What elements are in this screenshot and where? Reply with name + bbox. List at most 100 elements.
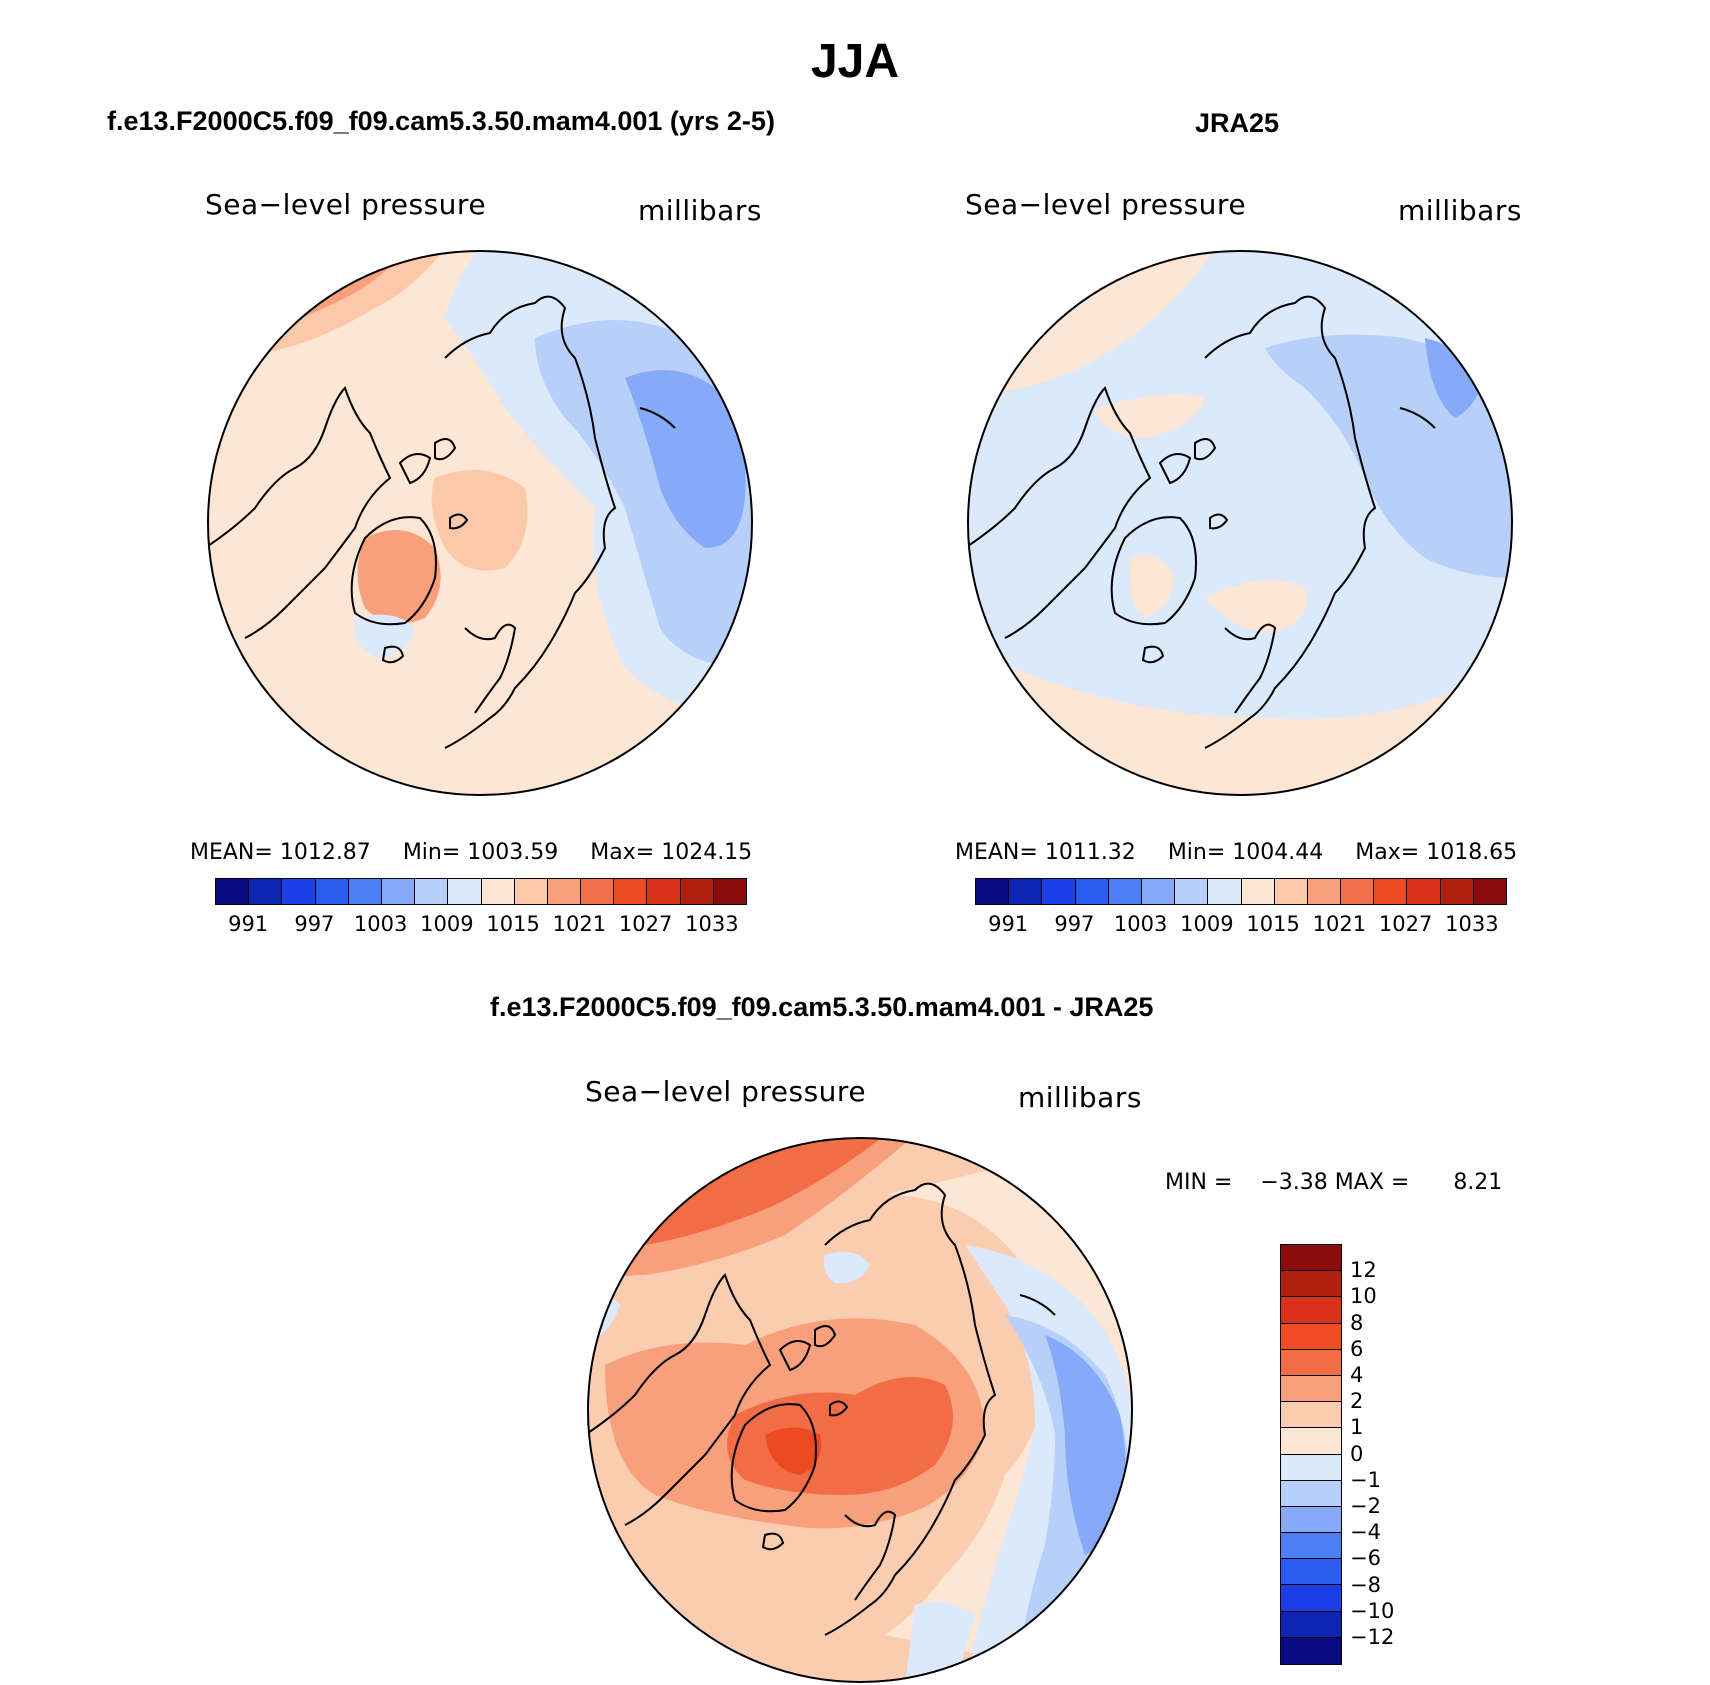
panel1-colorbar-swatch	[348, 879, 382, 904]
panel3-colorbar-swatch	[1281, 1323, 1341, 1350]
panel1-colorbar-swatch	[713, 879, 746, 904]
panel3-colorbar-tick-label: 0	[1350, 1441, 1364, 1466]
panel1-colorbar-tick-label: 1021	[552, 912, 607, 936]
panel1-colorbar-tick-label: 1015	[486, 912, 540, 936]
panel1-units-label: millibars	[638, 194, 762, 227]
panel1-coast-islands	[381, 438, 469, 664]
panel1-colorbar	[215, 878, 747, 905]
panel1-fill-atlantic-low	[354, 614, 415, 658]
panel3-polar-map	[587, 1137, 1133, 1683]
panel1-colorbar-swatch	[216, 879, 250, 904]
panel3-colorbar-tick-label: 8	[1350, 1310, 1364, 1335]
panel2-colorbar-tick-label: 1003	[1113, 912, 1168, 936]
panel1-min-label: Min=	[402, 840, 461, 865]
panel3-variable-label: Sea−level pressure	[585, 1075, 867, 1108]
panel2-colorbar-swatch	[1307, 879, 1342, 904]
panel3-colorbar-tick-label: −2	[1350, 1494, 1381, 1518]
panel2-min-label: Min=	[1167, 840, 1226, 865]
panel3-colorbar-tick-label: −6	[1350, 1546, 1381, 1571]
panel2-colorbar-tick-label: 1033	[1445, 912, 1499, 936]
panel3-colorbar-swatch	[1281, 1533, 1341, 1560]
panel1-colorbar-tick-label: 1033	[685, 912, 739, 936]
panel2-colorbar-swatch	[1108, 879, 1142, 904]
panel3-colorbar-tick-label: 10	[1350, 1284, 1377, 1309]
panel3-colorbar-swatch	[1281, 1428, 1341, 1455]
panel2-colorbar-swatch	[1075, 879, 1109, 904]
panel1-coast-asia	[444, 295, 617, 749]
panel1-colorbar-swatch	[547, 879, 582, 904]
panel2-colorbar-tick-label: 1027	[1378, 912, 1433, 936]
panel2-variable-label: Sea−level pressure	[965, 188, 1247, 221]
panel2-polar-map	[967, 250, 1513, 796]
panel2-colorbar-tick-label: 997	[1054, 912, 1095, 936]
panel1-coast-sakhalin	[639, 407, 676, 429]
panel3-colorbar-swatch	[1281, 1559, 1341, 1586]
panel3-coast-america	[588, 1273, 772, 1526]
panel3-units-label: millibars	[1018, 1081, 1142, 1114]
panel3-colorbar-tick-label: −8	[1350, 1572, 1381, 1597]
panel1-title: f.e13.F2000C5.f09_f09.cam5.3.50.mam4.001…	[107, 106, 775, 136]
panel3-colorbar-swatch	[1281, 1506, 1341, 1534]
panel3-colorbar-swatch	[1281, 1637, 1341, 1664]
panel2-colorbar-swatch	[1042, 879, 1076, 904]
panel3-colorbar-swatch	[1281, 1375, 1341, 1403]
panel1-fill-arctic-high	[431, 470, 528, 571]
panel1-colorbar-swatch	[514, 879, 548, 904]
panel3-colorbar-swatch	[1281, 1245, 1341, 1272]
panel1-colorbar-tick-label: 997	[294, 912, 335, 936]
panel2-colorbar-swatch	[1009, 879, 1043, 904]
panel2-stats: MEAN= 1011.32 Min= 1004.44 Max= 1018.65	[955, 840, 1517, 865]
panel1-colorbar-swatch	[249, 879, 283, 904]
panel2-units-label: millibars	[1398, 194, 1522, 227]
panel1-mean-value: 1012.87	[279, 840, 371, 865]
panel1-colorbar-swatch	[647, 879, 681, 904]
panel3-min-value: −3.38	[1260, 1170, 1328, 1195]
panel1-max-value: 1024.15	[661, 840, 753, 865]
panel2-colorbar-tick-label: 991	[988, 912, 1029, 936]
panel3-colorbar-tick-label: 2	[1350, 1389, 1364, 1414]
panel2-colorbar	[975, 878, 1507, 905]
panel2-colorbar-swatch	[976, 879, 1010, 904]
panel1-max-label: Max=	[590, 840, 655, 865]
panel2-fill-arctic-high	[1095, 394, 1205, 438]
panel2-colorbar-swatch	[1374, 879, 1408, 904]
panel1-colorbar-swatch	[315, 879, 349, 904]
panel3-stats: MIN = −3.38 MAX = 8.21	[1165, 1170, 1502, 1195]
panel2-colorbar-swatch	[1440, 879, 1474, 904]
panel2-coast-asia	[1204, 295, 1377, 749]
panel3-coast-asia	[824, 1182, 997, 1636]
panel1-coast-europe	[464, 623, 517, 714]
panel1-min-value: 1003.59	[467, 840, 559, 865]
panel3-colorbar-swatch	[1281, 1585, 1341, 1612]
panel1-colorbar-swatch	[614, 879, 648, 904]
panel3-colorbar-swatch	[1281, 1480, 1341, 1507]
panel2-coast-america	[968, 386, 1152, 639]
panel2-colorbar-swatch	[1407, 879, 1441, 904]
panel1-fill-greenland	[357, 530, 441, 624]
panel1-variable-label: Sea−level pressure	[205, 188, 487, 221]
panel3-colorbar-swatch	[1281, 1454, 1341, 1481]
panel2-colorbar-swatch	[1241, 879, 1275, 904]
panel3-colorbar-swatch	[1281, 1349, 1341, 1376]
panel3-colorbar-tick-label: 1	[1350, 1415, 1364, 1440]
panel2-colorbar-swatch	[1274, 879, 1308, 904]
panel1-colorbar-tick-label: 991	[228, 912, 269, 936]
panel1-stats: MEAN= 1012.87 Min= 1003.59 Max= 1024.15	[190, 840, 752, 865]
panel1-colorbar-tick-label: 1009	[420, 912, 474, 936]
panel2-colorbar-swatch	[1141, 879, 1176, 904]
panel2-fill-asia	[1205, 580, 1307, 633]
panel2-coast-europe	[1224, 623, 1277, 714]
panel1-colorbar-tick-label: 1027	[618, 912, 673, 936]
panel1-colorbar-swatch	[581, 879, 615, 904]
panel3-coast-europe	[844, 1510, 897, 1601]
panel1-colorbar-swatch	[381, 879, 416, 904]
panel2-colorbar-swatch	[1473, 879, 1506, 904]
panel2-mean-label: MEAN=	[955, 840, 1038, 865]
panel3-fill-south-low	[905, 1601, 975, 1682]
panel3-fill-arctic-low	[823, 1251, 870, 1284]
panel3-coast-greenland	[730, 1403, 817, 1513]
panel3-colorbar-tick-label: −1	[1350, 1467, 1381, 1492]
panel3-colorbar	[1280, 1244, 1342, 1665]
panel3-colorbar-swatch	[1281, 1271, 1341, 1298]
panel3-max-value: 8.21	[1453, 1170, 1503, 1195]
